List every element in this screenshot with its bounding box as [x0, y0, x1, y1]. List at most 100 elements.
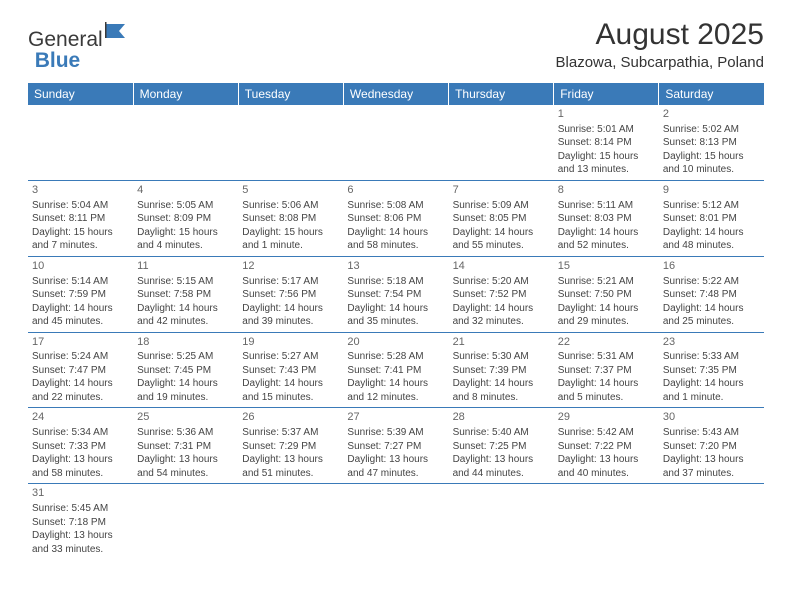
sunrise-text: Sunrise: 5:02 AM	[663, 123, 760, 137]
day1-text: Daylight: 14 hours	[453, 226, 550, 240]
day-number: 4	[137, 183, 234, 198]
calendar-cell: 5Sunrise: 5:06 AMSunset: 8:08 PMDaylight…	[238, 180, 343, 256]
calendar-cell	[133, 105, 238, 180]
sunset-text: Sunset: 7:50 PM	[558, 288, 655, 302]
calendar-cell	[449, 105, 554, 180]
calendar-body: 1Sunrise: 5:01 AMSunset: 8:14 PMDaylight…	[28, 105, 764, 559]
day2-text: and 12 minutes.	[347, 391, 444, 405]
page: General August 2025 Blazowa, Subcarpathi…	[0, 0, 792, 577]
calendar-cell: 22Sunrise: 5:31 AMSunset: 7:37 PMDayligh…	[554, 332, 659, 408]
day-number: 25	[137, 410, 234, 425]
calendar-cell	[238, 105, 343, 180]
day-number: 20	[347, 335, 444, 350]
sunset-text: Sunset: 7:47 PM	[32, 364, 129, 378]
day2-text: and 1 minute.	[663, 391, 760, 405]
day2-text: and 1 minute.	[242, 239, 339, 253]
sunset-text: Sunset: 7:37 PM	[558, 364, 655, 378]
sunset-text: Sunset: 8:13 PM	[663, 136, 760, 150]
sunrise-text: Sunrise: 5:01 AM	[558, 123, 655, 137]
day2-text: and 44 minutes.	[453, 467, 550, 481]
day-number: 6	[347, 183, 444, 198]
day-number: 9	[663, 183, 760, 198]
day2-text: and 32 minutes.	[453, 315, 550, 329]
sunrise-text: Sunrise: 5:31 AM	[558, 350, 655, 364]
day1-text: Daylight: 14 hours	[453, 302, 550, 316]
day2-text: and 40 minutes.	[558, 467, 655, 481]
day2-text: and 4 minutes.	[137, 239, 234, 253]
sunset-text: Sunset: 7:45 PM	[137, 364, 234, 378]
sunrise-text: Sunrise: 5:20 AM	[453, 275, 550, 289]
day-number: 13	[347, 259, 444, 274]
day-number: 1	[558, 107, 655, 122]
sunset-text: Sunset: 7:59 PM	[32, 288, 129, 302]
day2-text: and 35 minutes.	[347, 315, 444, 329]
calendar-cell: 23Sunrise: 5:33 AMSunset: 7:35 PMDayligh…	[659, 332, 764, 408]
calendar-cell: 28Sunrise: 5:40 AMSunset: 7:25 PMDayligh…	[449, 408, 554, 484]
calendar-cell: 7Sunrise: 5:09 AMSunset: 8:05 PMDaylight…	[449, 180, 554, 256]
month-title: August 2025	[556, 18, 764, 52]
col-friday: Friday	[554, 83, 659, 105]
calendar-cell: 10Sunrise: 5:14 AMSunset: 7:59 PMDayligh…	[28, 256, 133, 332]
calendar-cell: 15Sunrise: 5:21 AMSunset: 7:50 PMDayligh…	[554, 256, 659, 332]
day-number: 7	[453, 183, 550, 198]
day1-text: Daylight: 13 hours	[242, 453, 339, 467]
day1-text: Daylight: 15 hours	[137, 226, 234, 240]
sunset-text: Sunset: 7:39 PM	[453, 364, 550, 378]
sunrise-text: Sunrise: 5:08 AM	[347, 199, 444, 213]
day1-text: Daylight: 14 hours	[558, 302, 655, 316]
col-thursday: Thursday	[449, 83, 554, 105]
day2-text: and 7 minutes.	[32, 239, 129, 253]
sunrise-text: Sunrise: 5:17 AM	[242, 275, 339, 289]
day-number: 19	[242, 335, 339, 350]
day2-text: and 13 minutes.	[558, 163, 655, 177]
day1-text: Daylight: 14 hours	[137, 377, 234, 391]
calendar-cell: 13Sunrise: 5:18 AMSunset: 7:54 PMDayligh…	[343, 256, 448, 332]
calendar-cell: 21Sunrise: 5:30 AMSunset: 7:39 PMDayligh…	[449, 332, 554, 408]
day-number: 24	[32, 410, 129, 425]
col-sunday: Sunday	[28, 83, 133, 105]
day-number: 18	[137, 335, 234, 350]
day-number: 30	[663, 410, 760, 425]
day2-text: and 22 minutes.	[32, 391, 129, 405]
sunrise-text: Sunrise: 5:11 AM	[558, 199, 655, 213]
calendar-table: Sunday Monday Tuesday Wednesday Thursday…	[28, 83, 764, 559]
sunset-text: Sunset: 8:08 PM	[242, 212, 339, 226]
calendar-cell: 19Sunrise: 5:27 AMSunset: 7:43 PMDayligh…	[238, 332, 343, 408]
day1-text: Daylight: 13 hours	[663, 453, 760, 467]
sunrise-text: Sunrise: 5:15 AM	[137, 275, 234, 289]
day1-text: Daylight: 15 hours	[558, 150, 655, 164]
sunset-text: Sunset: 7:31 PM	[137, 440, 234, 454]
sunset-text: Sunset: 7:22 PM	[558, 440, 655, 454]
sunrise-text: Sunrise: 5:33 AM	[663, 350, 760, 364]
calendar-cell: 2Sunrise: 5:02 AMSunset: 8:13 PMDaylight…	[659, 105, 764, 180]
sunrise-text: Sunrise: 5:14 AM	[32, 275, 129, 289]
sunset-text: Sunset: 7:48 PM	[663, 288, 760, 302]
day2-text: and 15 minutes.	[242, 391, 339, 405]
sunrise-text: Sunrise: 5:04 AM	[32, 199, 129, 213]
calendar-cell	[133, 484, 238, 559]
day1-text: Daylight: 15 hours	[32, 226, 129, 240]
day2-text: and 42 minutes.	[137, 315, 234, 329]
sunrise-text: Sunrise: 5:25 AM	[137, 350, 234, 364]
sunset-text: Sunset: 7:29 PM	[242, 440, 339, 454]
calendar-cell: 16Sunrise: 5:22 AMSunset: 7:48 PMDayligh…	[659, 256, 764, 332]
day1-text: Daylight: 14 hours	[347, 302, 444, 316]
day2-text: and 54 minutes.	[137, 467, 234, 481]
day2-text: and 45 minutes.	[32, 315, 129, 329]
sunrise-text: Sunrise: 5:18 AM	[347, 275, 444, 289]
day1-text: Daylight: 14 hours	[558, 226, 655, 240]
sunrise-text: Sunrise: 5:30 AM	[453, 350, 550, 364]
day1-text: Daylight: 14 hours	[347, 377, 444, 391]
day1-text: Daylight: 14 hours	[32, 377, 129, 391]
calendar-row: 3Sunrise: 5:04 AMSunset: 8:11 PMDaylight…	[28, 180, 764, 256]
calendar-cell	[659, 484, 764, 559]
sunrise-text: Sunrise: 5:09 AM	[453, 199, 550, 213]
sunset-text: Sunset: 7:41 PM	[347, 364, 444, 378]
day-number: 27	[347, 410, 444, 425]
calendar-cell: 3Sunrise: 5:04 AMSunset: 8:11 PMDaylight…	[28, 180, 133, 256]
day-number: 22	[558, 335, 655, 350]
sunrise-text: Sunrise: 5:28 AM	[347, 350, 444, 364]
calendar-cell	[343, 105, 448, 180]
calendar-cell	[238, 484, 343, 559]
sunset-text: Sunset: 8:09 PM	[137, 212, 234, 226]
